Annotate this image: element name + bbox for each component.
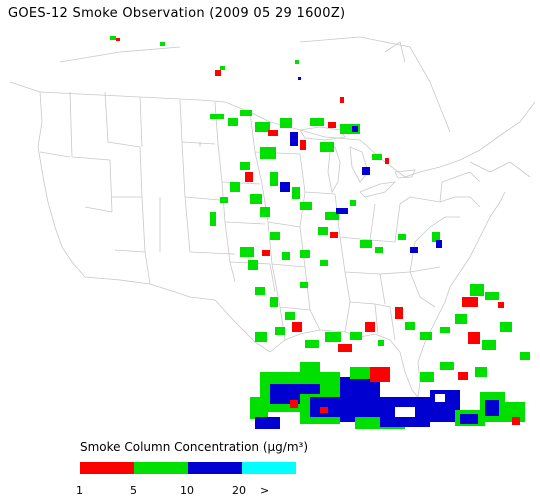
- legend-title: Smoke Column Concentration (μg/m³): [80, 440, 308, 454]
- legend-tick-5: 5: [130, 484, 137, 497]
- legend-tick-10: 10: [180, 484, 194, 497]
- canada-outline: [9, 36, 536, 178]
- gulf-coast: [269, 191, 506, 398]
- legend-tick-20: 20: [232, 484, 246, 497]
- us-mexico-border: [84, 276, 271, 353]
- smoke-map: [9, 36, 536, 429]
- state-boundaries: [9, 36, 536, 398]
- lake-michigan: [327, 146, 341, 194]
- gulf-smoke-plume: [250, 362, 525, 429]
- legend-bin-20-plus: [242, 462, 296, 474]
- legend-bin-5-10: [134, 462, 188, 474]
- legend-bin-1-5: [80, 462, 134, 474]
- lake-superior: [299, 126, 346, 141]
- pacific-coast: [37, 91, 86, 278]
- lake-ontario: [394, 169, 416, 179]
- legend-tick-overflow: >: [260, 484, 270, 497]
- map-title: GOES-12 Smoke Observation (2009 05 29 16…: [8, 6, 346, 21]
- legend-color-bar: [80, 462, 296, 474]
- us-canada-border: [39, 91, 506, 178]
- legend-tick-1: 1: [76, 484, 83, 497]
- lake-huron: [349, 146, 369, 183]
- lake-erie: [359, 181, 397, 198]
- smoke-pixels: [110, 36, 530, 380]
- legend-bin-10-20: [188, 462, 242, 474]
